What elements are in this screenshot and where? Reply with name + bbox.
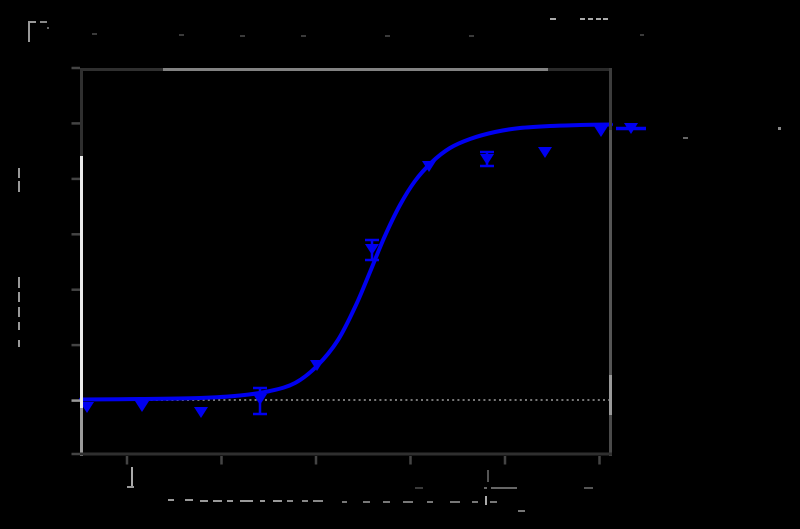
xtick-label-halo: [491, 487, 517, 489]
xaxis-title-halo: [168, 499, 174, 501]
xtick-label-halo: [131, 467, 133, 486]
data-point-marker: [538, 147, 552, 158]
title-glyph-halo: [580, 18, 585, 20]
xaxis-title-halo: [363, 501, 370, 503]
xaxis-title-halo: [287, 500, 293, 502]
data-point-marker: [80, 402, 94, 413]
yaxis-title-halo: [18, 277, 20, 288]
yaxis-title-halo: [18, 322, 20, 330]
xaxis-title-halo: [240, 500, 253, 502]
xtick-label-halo: [487, 470, 489, 482]
yaxis-title-halo: [18, 340, 20, 347]
title-glyph-halo: [179, 34, 184, 36]
xaxis-title-halo: [485, 496, 487, 505]
title-glyph-halo: [550, 18, 556, 20]
xaxis-title-halo: [427, 501, 433, 503]
legend-marker-symbol: [624, 123, 638, 134]
title-glyph-halo: [28, 21, 36, 23]
legend-text-halo: [683, 137, 688, 139]
title-glyph-halo: [240, 35, 245, 37]
xaxis-title-halo: [472, 501, 478, 503]
xaxis-title-halo: [450, 501, 460, 503]
xaxis-title-halo: [273, 500, 282, 502]
xtick-label-halo: [584, 487, 593, 489]
yaxis-title-halo: [18, 181, 20, 192]
yaxis-title-halo: [18, 292, 20, 302]
data-point-marker: [480, 154, 494, 165]
data-point-marker: [194, 407, 208, 418]
xaxis-title-halo: [313, 500, 323, 502]
title-glyph-halo: [40, 21, 47, 23]
data-point-marker: [594, 126, 608, 137]
xaxis-title-halo: [342, 501, 347, 503]
data-point-marker: [365, 244, 379, 255]
xaxis-title-halo: [260, 500, 265, 502]
yaxis-title-halo: [18, 307, 20, 317]
data-point-marker: [422, 161, 436, 172]
title-glyph-halo: [28, 21, 30, 42]
xtick-label-halo: [415, 487, 423, 489]
xaxis-title-halo: [227, 500, 233, 502]
xaxis-title-halo: [383, 501, 390, 503]
legend-text-halo: [778, 127, 781, 130]
xtick-label-halo: [127, 486, 134, 488]
xaxis-title-halo: [200, 500, 208, 502]
xaxis-title-halo: [518, 510, 525, 512]
xaxis-title-halo: [403, 501, 413, 503]
title-glyph-halo: [301, 35, 306, 37]
title-glyph-halo: [385, 35, 390, 37]
yaxis-title-halo: [18, 168, 20, 178]
data-point-marker: [310, 360, 324, 371]
title-glyph-halo: [469, 35, 474, 37]
data-point-marker: [135, 401, 149, 412]
xaxis-title-halo: [213, 500, 222, 502]
title-glyph-halo: [588, 18, 593, 20]
sigmoid-fit-curve: [79, 122, 613, 402]
title-glyph-halo: [640, 34, 644, 36]
title-glyph-halo: [596, 18, 601, 20]
title-glyph-halo: [603, 18, 608, 20]
xaxis-title-halo: [302, 500, 308, 502]
title-glyph-halo: [92, 33, 97, 35]
data-point-marker: [253, 394, 267, 405]
xtick-label-halo: [484, 487, 487, 489]
xaxis-title-halo: [185, 499, 193, 501]
xaxis-title-halo: [490, 501, 497, 503]
title-glyph-halo: [47, 27, 49, 29]
